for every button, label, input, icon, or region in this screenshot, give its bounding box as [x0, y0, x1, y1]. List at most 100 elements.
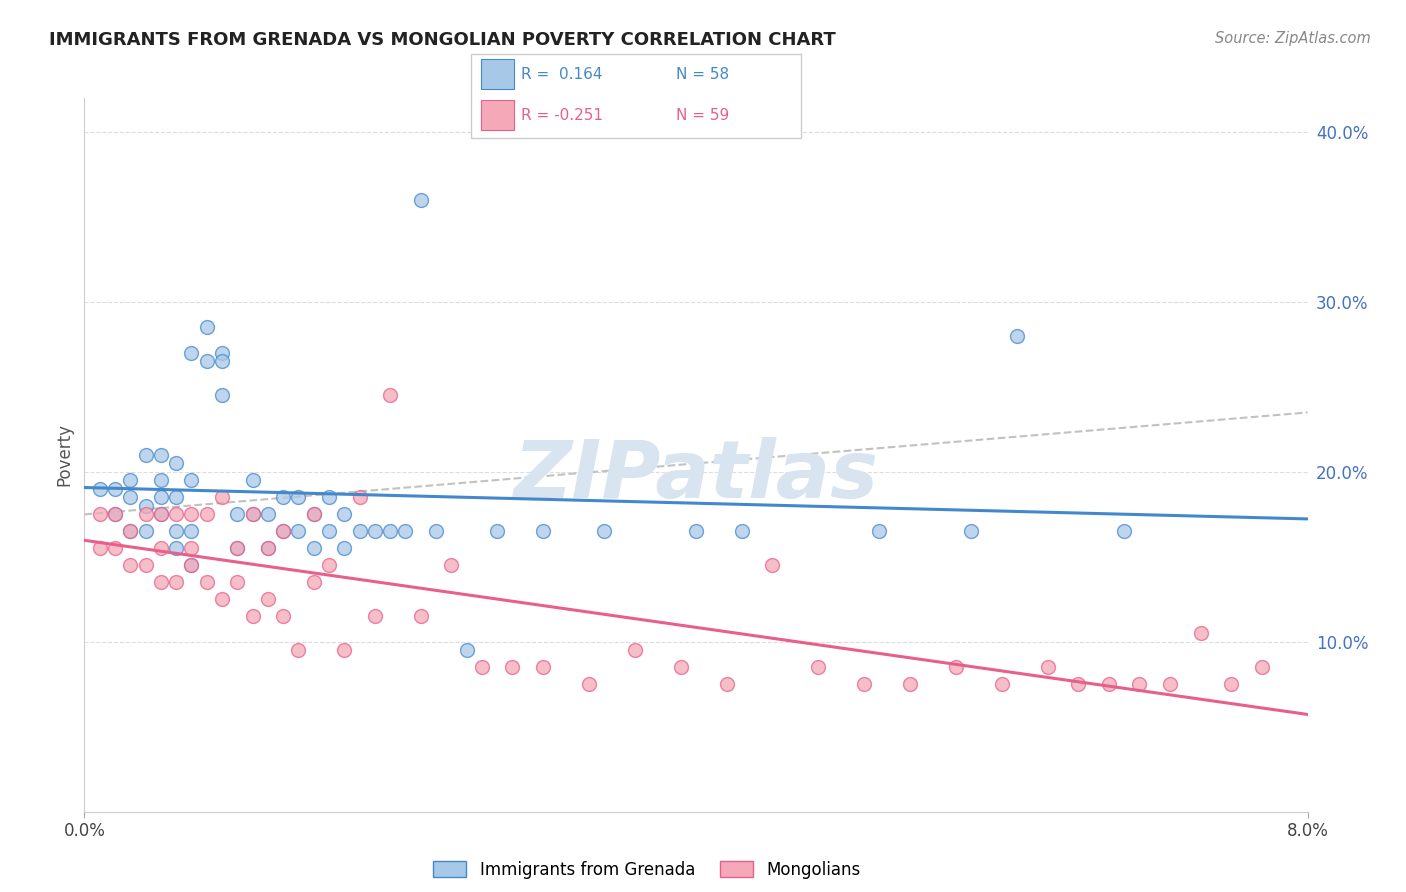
Point: [593, 524, 616, 539]
Point: [531, 660, 554, 674]
Point: [578, 677, 600, 691]
Point: [409, 609, 432, 624]
Point: [456, 643, 478, 657]
Point: [685, 524, 707, 539]
Point: [165, 575, 187, 590]
Point: [380, 388, 402, 402]
Point: [287, 524, 309, 539]
Point: [1159, 677, 1181, 691]
Point: [333, 541, 356, 556]
Point: [1128, 677, 1150, 691]
Legend: Immigrants from Grenada, Mongolians: Immigrants from Grenada, Mongolians: [426, 855, 868, 886]
Point: [669, 660, 692, 674]
FancyBboxPatch shape: [481, 100, 515, 130]
Point: [149, 541, 172, 556]
Point: [440, 558, 463, 573]
Point: [211, 491, 233, 505]
Text: R = -0.251: R = -0.251: [520, 108, 603, 123]
Point: [257, 541, 280, 556]
Point: [180, 541, 202, 556]
Point: [716, 677, 738, 691]
Point: [380, 524, 402, 539]
Point: [120, 558, 142, 573]
Point: [257, 508, 280, 522]
Point: [302, 575, 325, 590]
Point: [165, 457, 187, 471]
FancyBboxPatch shape: [471, 54, 801, 138]
Point: [1036, 660, 1059, 674]
Point: [1067, 677, 1090, 691]
Point: [1250, 660, 1272, 674]
Point: [149, 491, 172, 505]
Point: [364, 524, 387, 539]
Point: [211, 346, 233, 360]
Point: [302, 541, 325, 556]
Point: [165, 541, 187, 556]
Text: R =  0.164: R = 0.164: [520, 67, 602, 82]
Point: [271, 524, 294, 539]
Point: [135, 558, 157, 573]
Point: [149, 448, 172, 462]
Point: [486, 524, 509, 539]
Point: [945, 660, 967, 674]
Text: IMMIGRANTS FROM GRENADA VS MONGOLIAN POVERTY CORRELATION CHART: IMMIGRANTS FROM GRENADA VS MONGOLIAN POV…: [49, 31, 837, 49]
Point: [89, 541, 111, 556]
Point: [149, 474, 172, 488]
Point: [502, 660, 524, 674]
Point: [302, 508, 325, 522]
Point: [242, 508, 264, 522]
Point: [226, 541, 249, 556]
Point: [624, 643, 647, 657]
Point: [898, 677, 921, 691]
Point: [425, 524, 447, 539]
Point: [149, 575, 172, 590]
Point: [1189, 626, 1212, 640]
Point: [165, 524, 187, 539]
Point: [195, 575, 218, 590]
Point: [349, 491, 371, 505]
Point: [120, 491, 142, 505]
Point: [104, 508, 127, 522]
Point: [242, 474, 264, 488]
Point: [226, 541, 249, 556]
Point: [89, 482, 111, 496]
Point: [271, 524, 294, 539]
Point: [180, 474, 202, 488]
Point: [271, 491, 294, 505]
Point: [318, 558, 340, 573]
Point: [761, 558, 783, 573]
Point: [226, 508, 249, 522]
Point: [1114, 524, 1136, 539]
Point: [135, 448, 157, 462]
Point: [302, 508, 325, 522]
Point: [1098, 677, 1121, 691]
Point: [853, 677, 876, 691]
Point: [135, 524, 157, 539]
Point: [180, 558, 202, 573]
Point: [211, 388, 233, 402]
Point: [364, 609, 387, 624]
Text: N = 58: N = 58: [676, 67, 728, 82]
Point: [287, 643, 309, 657]
Point: [104, 541, 127, 556]
Point: [333, 508, 356, 522]
Point: [165, 491, 187, 505]
Point: [104, 508, 127, 522]
Point: [394, 524, 416, 539]
Point: [271, 609, 294, 624]
Point: [135, 499, 157, 513]
Text: Source: ZipAtlas.com: Source: ZipAtlas.com: [1215, 31, 1371, 46]
Point: [960, 524, 983, 539]
Point: [226, 575, 249, 590]
Point: [180, 524, 202, 539]
Point: [869, 524, 891, 539]
Point: [318, 524, 340, 539]
Point: [195, 354, 218, 368]
Text: N = 59: N = 59: [676, 108, 730, 123]
Point: [1005, 329, 1028, 343]
Point: [333, 643, 356, 657]
Point: [242, 609, 264, 624]
Point: [1220, 677, 1243, 691]
Point: [318, 491, 340, 505]
Point: [531, 524, 554, 539]
